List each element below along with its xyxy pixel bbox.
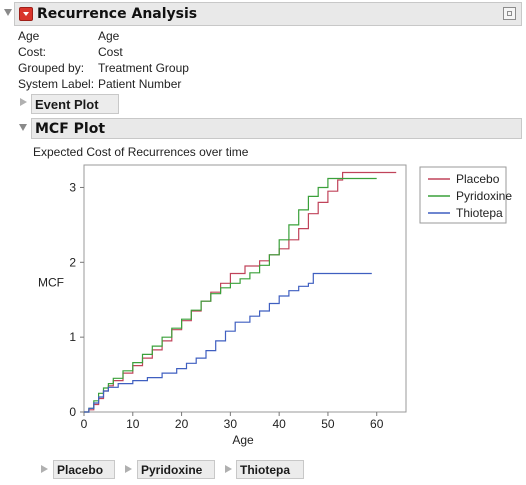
expand-triangle-icon[interactable] bbox=[125, 465, 132, 473]
y-axis-label: MCF bbox=[38, 276, 64, 290]
x-tick-label: 40 bbox=[272, 417, 286, 431]
group-button-placebo[interactable]: Placebo bbox=[53, 460, 115, 479]
group-button-pyridoxine[interactable]: Pyridoxine bbox=[137, 460, 215, 479]
collapse-triangle-icon[interactable] bbox=[19, 124, 27, 131]
info-value-system: Patient Number bbox=[98, 77, 182, 91]
group-button-thiotepa[interactable]: Thiotepa bbox=[236, 460, 304, 479]
legend-label-placebo: Placebo bbox=[456, 172, 500, 186]
y-tick-label: 1 bbox=[69, 330, 76, 344]
series-line-pyridoxine bbox=[84, 177, 377, 413]
info-label-system: System Label: bbox=[18, 77, 95, 91]
recurrence-analysis-header: Recurrence Analysis bbox=[14, 2, 522, 26]
mcf-chart: 0 10 20 30 40 50 60 0 1 2 3 Age MCF Placebo Pyridoxine… bbox=[38, 164, 512, 447]
collapse-triangle-icon[interactable] bbox=[4, 9, 12, 16]
y-tick-label: 0 bbox=[69, 405, 76, 419]
mcf-plot-title: MCF Plot bbox=[35, 121, 106, 137]
x-tick-label: 0 bbox=[81, 417, 88, 431]
group-button-label: Placebo bbox=[57, 462, 104, 477]
pin-icon[interactable] bbox=[503, 7, 516, 20]
event-plot-title: Event Plot bbox=[35, 96, 99, 112]
x-tick-label: 50 bbox=[321, 417, 335, 431]
mcf-plot-header[interactable]: MCF Plot bbox=[31, 118, 522, 139]
event-plot-header[interactable]: Event Plot bbox=[31, 94, 119, 114]
info-value-cost: Cost bbox=[98, 45, 123, 59]
info-label-age: Age bbox=[18, 29, 40, 43]
x-axis-label: Age bbox=[232, 433, 254, 447]
expand-triangle-icon[interactable] bbox=[225, 465, 232, 473]
series-line-thiotepa bbox=[84, 272, 372, 413]
y-tick-label: 3 bbox=[69, 180, 76, 194]
report-title: Recurrence Analysis bbox=[37, 6, 198, 22]
info-label-grouped: Grouped by: bbox=[18, 61, 85, 75]
info-value-grouped: Treatment Group bbox=[98, 61, 189, 75]
x-tick-label: 30 bbox=[224, 417, 238, 431]
y-tick-label: 2 bbox=[69, 255, 76, 269]
x-tick-label: 60 bbox=[370, 417, 384, 431]
expand-triangle-icon[interactable] bbox=[20, 98, 27, 106]
group-button-label: Thiotepa bbox=[240, 462, 290, 477]
mcf-plot-subtitle: Expected Cost of Recurrences over time bbox=[33, 145, 249, 159]
legend-label-pyridoxine: Pyridoxine bbox=[456, 189, 512, 203]
plot-frame bbox=[83, 164, 407, 413]
group-button-label: Pyridoxine bbox=[141, 462, 203, 477]
info-value-age: Age bbox=[98, 29, 120, 43]
red-triangle-menu-icon[interactable] bbox=[19, 7, 33, 21]
x-tick-label: 20 bbox=[175, 417, 189, 431]
x-tick-label: 10 bbox=[126, 417, 140, 431]
legend-label-thiotepa: Thiotepa bbox=[456, 206, 503, 220]
info-label-cost: Cost: bbox=[18, 45, 47, 59]
expand-triangle-icon[interactable] bbox=[41, 465, 48, 473]
